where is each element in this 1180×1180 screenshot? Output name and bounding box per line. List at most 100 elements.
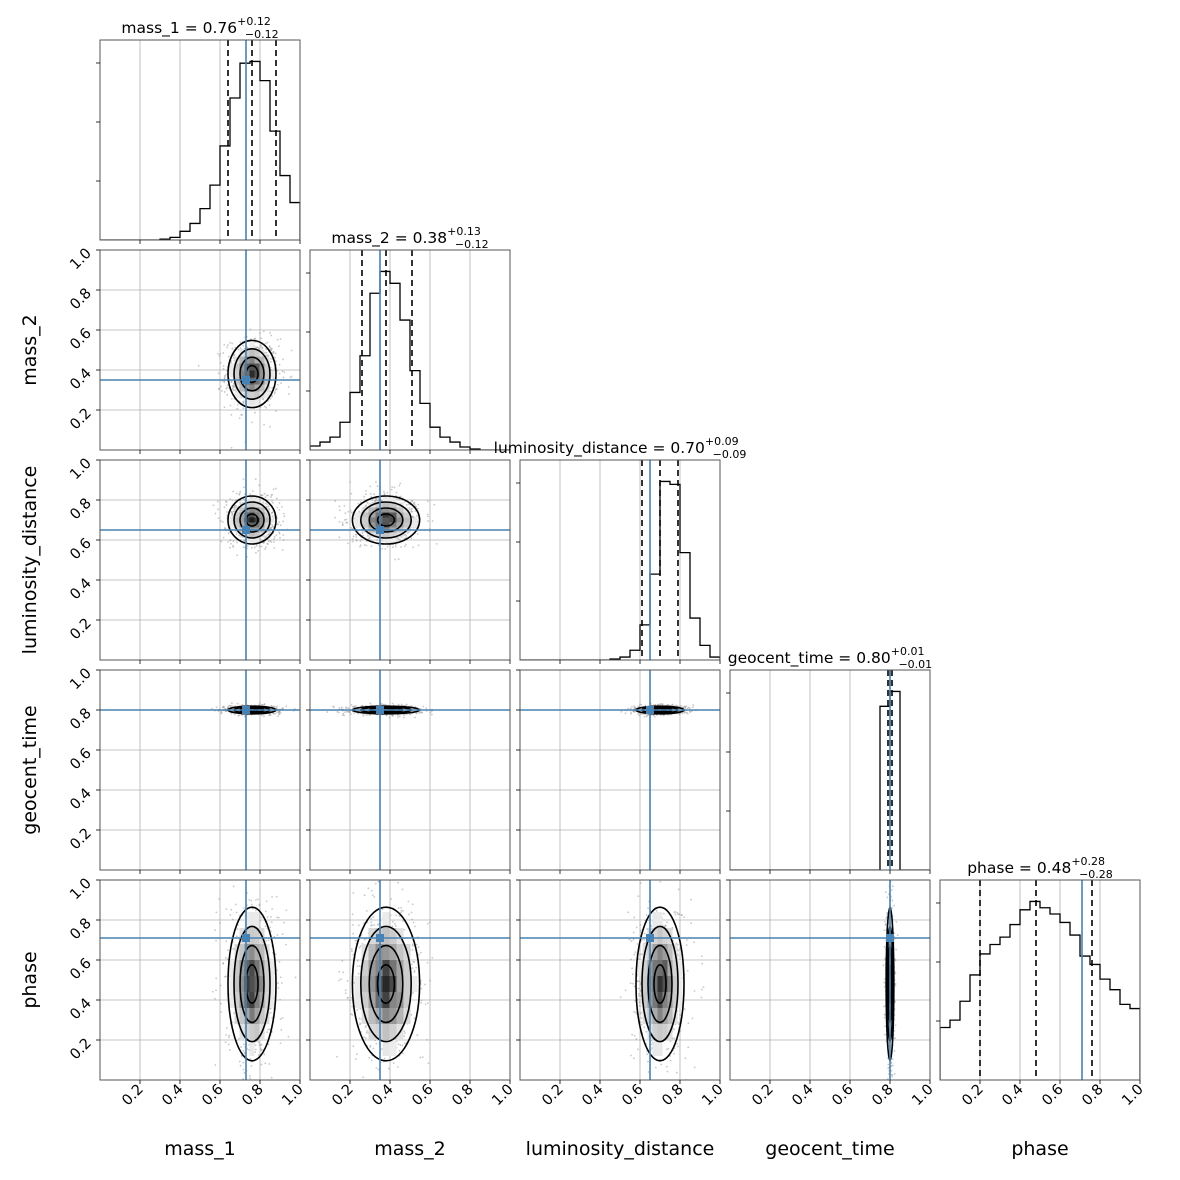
sample-point [216,500,219,503]
density-cell [244,398,250,406]
density-cell [244,356,250,364]
histogram-mass_1 [100,60,300,240]
sample-point [263,405,266,408]
panel-frame [99,669,301,871]
sample-point [368,537,371,540]
sample-point [683,705,686,708]
y-tick-label: 0.8 [67,706,95,734]
sample-point [362,714,365,717]
sample-point [290,349,293,352]
sample-point [262,542,265,544]
sample-point [273,392,276,395]
sample-point [384,703,387,706]
sample-point [266,503,269,506]
sample-point [630,711,632,714]
sample-point [264,342,267,345]
sample-point [273,536,276,538]
sample-point [230,712,233,715]
density-cell [259,363,265,371]
sample-point [274,356,276,359]
panel-title-mass_2: mass_2 = 0.38+0.13 −0.12 [331,225,488,251]
sample-point [376,485,379,488]
sample-point [382,703,385,706]
panel-geocent_time-geocent_time: geocent_time = 0.80+0.01 −0.01 [726,645,932,874]
sample-point [368,713,371,716]
sample-point [277,986,280,989]
sample-point [275,534,278,536]
sample-point [212,504,215,507]
sample-point [281,370,284,373]
sample-point [280,382,282,385]
sample-point [258,545,261,548]
sample-point [355,536,358,538]
sample-point [266,542,269,545]
sample-point [352,535,355,538]
sample-point [629,707,632,710]
sample-point [337,711,340,714]
sample-point [225,511,228,513]
sample-point [350,713,352,715]
contour-level-4 [227,339,277,409]
sample-point [225,940,228,943]
sample-point [269,531,272,534]
density-cell [259,507,265,513]
sample-point [263,492,266,495]
sample-point [266,354,268,356]
sample-point [336,710,339,713]
density-cell [254,356,260,364]
sample-point [404,543,407,546]
sample-point [675,704,677,707]
sample-point [235,504,238,507]
density-cell [403,517,411,523]
sample-point [276,497,278,500]
sample-point [258,701,261,704]
density-cell [234,522,240,528]
sample-point [411,515,414,518]
density-cell [234,517,240,523]
density-cell [264,377,270,385]
sample-point [270,334,273,337]
sample-point [266,341,269,344]
sample-point [242,344,245,347]
sample-point [269,714,272,717]
sample-point [653,715,656,718]
sample-point [222,705,225,708]
sample-point [260,539,263,542]
sample-point [365,714,368,716]
sample-point [250,546,253,549]
sample-point [357,502,360,505]
sample-point [405,503,408,506]
density-cell [389,502,397,508]
sample-point [689,711,692,713]
density-cell [254,377,260,385]
sample-point [270,541,273,543]
density-cell [249,370,255,378]
density-cell [382,522,390,528]
y-tick-label: 1.0 [67,246,95,274]
density-cell [375,517,383,523]
sample-point [271,896,273,898]
sample-point [351,538,354,541]
sample-point [218,355,221,358]
sample-point [342,712,345,715]
density-cell [249,384,255,392]
sample-point [415,712,418,715]
sample-point [249,493,252,496]
density-cell [249,532,255,538]
sample-point [231,384,234,387]
sample-point [375,499,378,502]
sample-point [276,506,279,509]
sample-point [264,352,266,354]
sample-point [684,711,687,714]
panel-content [310,250,510,450]
density-cell [264,522,270,528]
panel-luminosity_distance-geocent_time [516,669,721,874]
sample-point [283,515,286,518]
sample-point [425,707,428,709]
sample-point [661,702,663,705]
sample-point [355,539,358,541]
density-cell [259,522,265,528]
sample-point [338,536,341,539]
sample-point [345,518,348,521]
